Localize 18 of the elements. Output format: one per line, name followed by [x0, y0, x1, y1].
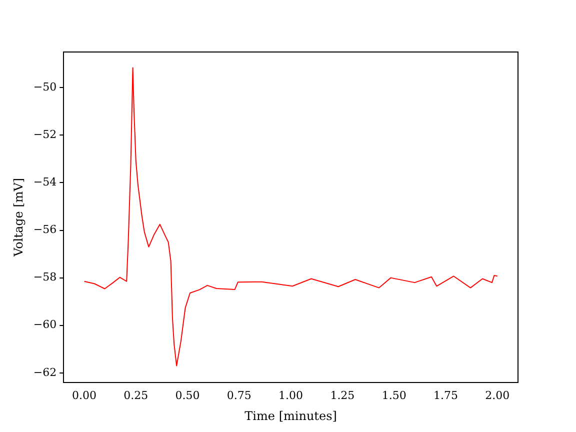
x-tick-label: 1.00: [278, 388, 304, 402]
y-tick-label: −62: [33, 366, 57, 379]
y-axis-title: Voltage [mV]: [11, 178, 26, 258]
x-tick-label: 0.50: [175, 388, 200, 402]
x-tick-label: 1.75: [433, 388, 458, 402]
y-tick-label: −58: [33, 270, 57, 284]
x-tick-label: 0.75: [226, 388, 252, 402]
y-tick-label: −60: [33, 318, 57, 332]
x-tick-label: 1.50: [382, 388, 406, 402]
x-tick-label: 0.00: [72, 388, 97, 402]
y-tick-label: −56: [33, 223, 57, 236]
y-tick-label: −54: [33, 176, 57, 189]
x-tick-label: 0.25: [124, 388, 148, 402]
y-tick-label: −50: [33, 80, 57, 94]
x-axis-title: Time [minutes]: [244, 408, 337, 423]
x-tick-label: 2.00: [485, 388, 510, 402]
y-tick-label: −52: [33, 128, 57, 142]
x-tick-label: 1.25: [330, 388, 355, 402]
